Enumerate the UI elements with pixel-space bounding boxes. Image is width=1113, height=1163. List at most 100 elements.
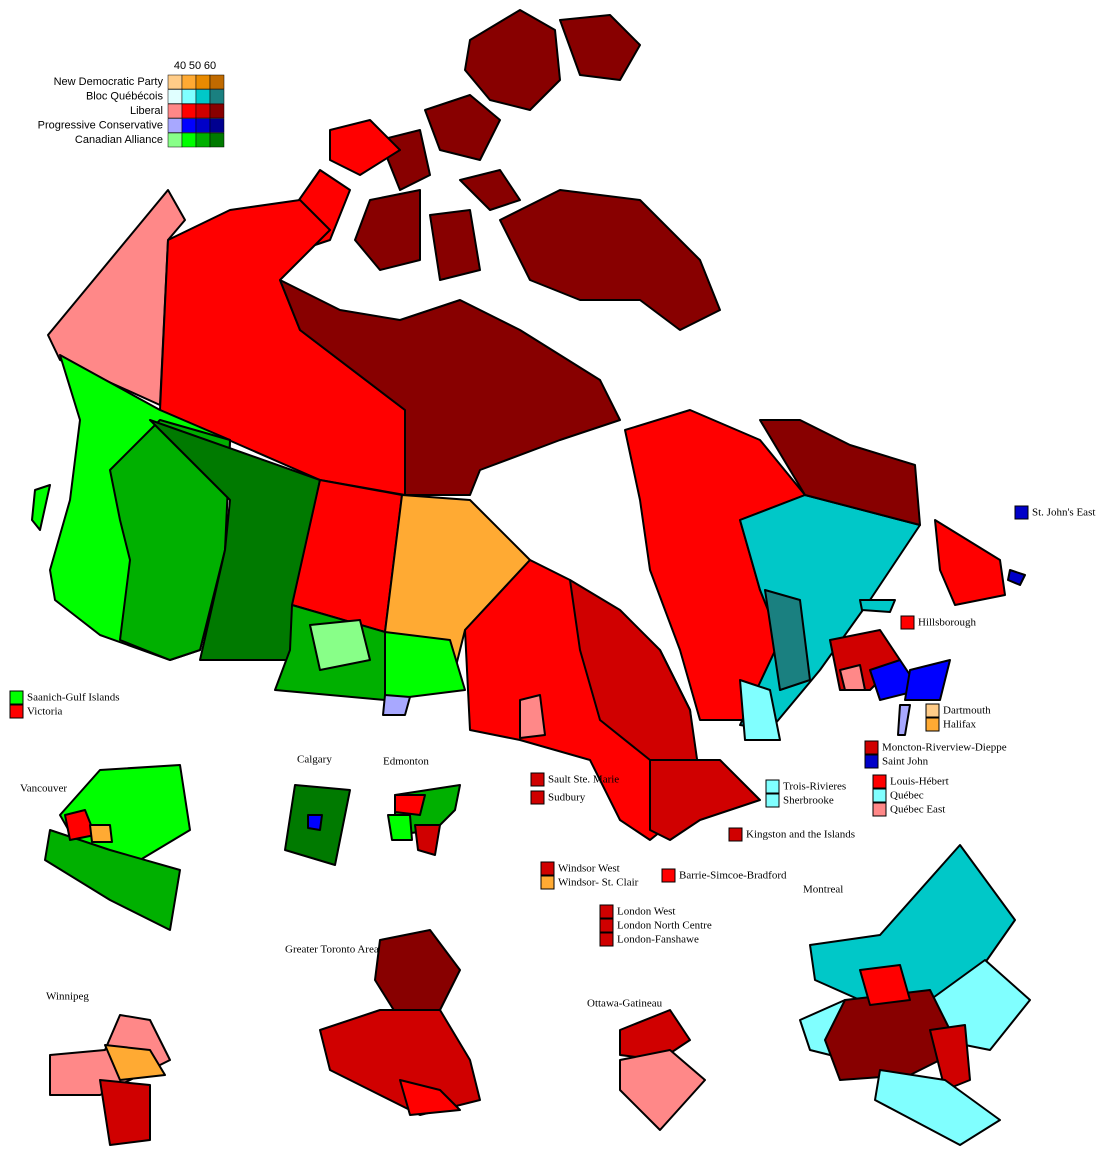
legend-swatch bbox=[209, 132, 225, 148]
regions bbox=[31, 9, 1031, 1146]
legend-threshold: 40 bbox=[174, 60, 186, 72]
region bbox=[279, 279, 621, 496]
region bbox=[929, 1024, 971, 1091]
legend-swatch bbox=[195, 132, 211, 148]
callout-label: Dartmouth bbox=[943, 705, 991, 717]
inset-title: Calgary bbox=[297, 754, 332, 766]
inset-title: Vancouver bbox=[20, 783, 67, 795]
region bbox=[764, 589, 811, 691]
callout-swatch bbox=[765, 793, 780, 808]
legend: 40 50 60 New Democratic Party Bloc Québécois… bbox=[38, 60, 225, 148]
region bbox=[619, 1049, 706, 1131]
legend-swatch bbox=[181, 74, 197, 90]
region bbox=[759, 419, 921, 526]
legend-swatch bbox=[181, 89, 197, 104]
callout-label: London North Centre bbox=[617, 920, 712, 932]
callout-swatch bbox=[872, 802, 887, 817]
callout-swatch bbox=[872, 788, 887, 803]
callout-swatch bbox=[864, 740, 879, 755]
callout-swatch bbox=[599, 918, 614, 933]
region bbox=[464, 9, 561, 111]
callout-swatch bbox=[900, 615, 915, 630]
callout-swatch bbox=[661, 868, 676, 883]
region bbox=[559, 14, 641, 81]
callout-swatch bbox=[530, 790, 545, 805]
callout-label: St. John's East bbox=[1032, 507, 1095, 519]
callout-swatch bbox=[9, 704, 24, 719]
region bbox=[859, 599, 896, 613]
callout-label: Halifax bbox=[943, 719, 976, 731]
region bbox=[99, 1079, 151, 1146]
region bbox=[399, 1079, 461, 1116]
legend-swatch bbox=[195, 103, 211, 119]
callout-label: Barrie-Simcoe-Bradford bbox=[679, 870, 787, 882]
inset-title: Ottawa-Gatineau bbox=[587, 998, 663, 1010]
callout-label: Moncton-Riverview-Dieppe bbox=[882, 742, 1007, 754]
callout-swatch bbox=[9, 690, 24, 705]
callout-swatch bbox=[599, 904, 614, 919]
region bbox=[424, 94, 501, 161]
region bbox=[109, 419, 231, 661]
legend-swatch bbox=[167, 103, 183, 119]
region bbox=[874, 1069, 1001, 1146]
callout-label: Sherbrooke bbox=[783, 795, 834, 807]
region bbox=[387, 814, 413, 841]
callout-swatch bbox=[540, 875, 555, 890]
region bbox=[319, 1009, 481, 1116]
legend-swatch bbox=[195, 89, 211, 104]
region bbox=[309, 619, 371, 671]
inset-title: Montreal bbox=[803, 884, 843, 896]
legend-swatch bbox=[181, 118, 197, 133]
inset-titles: Vancouver Calgary Edmonton Montreal Greater … bbox=[20, 754, 843, 1010]
legend-party: Liberal bbox=[130, 105, 163, 117]
legend-swatch bbox=[195, 118, 211, 133]
callout-label: Sudbury bbox=[548, 792, 586, 804]
callout-swatch bbox=[1014, 505, 1029, 520]
region bbox=[329, 119, 401, 176]
callout-swatch bbox=[728, 827, 743, 842]
inset-title: Edmonton bbox=[383, 756, 429, 768]
callout-swatch bbox=[540, 861, 555, 876]
callout-label: Saanich-Gulf Islands bbox=[27, 692, 120, 704]
legend-swatch bbox=[195, 74, 211, 90]
region bbox=[904, 659, 951, 701]
legend-party: New Democratic Party bbox=[54, 76, 164, 88]
region bbox=[859, 964, 911, 1006]
legend-swatch bbox=[167, 132, 183, 148]
region bbox=[354, 189, 421, 271]
callout-swatch bbox=[925, 703, 940, 718]
region bbox=[44, 829, 181, 931]
legend-swatch bbox=[209, 103, 225, 119]
legend-swatch bbox=[167, 89, 183, 104]
inset-title: Winnipeg bbox=[46, 991, 89, 1003]
region bbox=[104, 1044, 166, 1081]
legend-party: Progressive Conservative bbox=[38, 119, 163, 131]
callout-label: Windsor West bbox=[558, 863, 620, 875]
region bbox=[459, 169, 521, 211]
region bbox=[934, 519, 1006, 606]
callout-label: Sault Ste. Marie bbox=[548, 774, 619, 786]
region bbox=[307, 814, 323, 831]
callout-swatch bbox=[872, 774, 887, 789]
legend-party: Canadian Alliance bbox=[75, 134, 163, 146]
callout-label: Saint John bbox=[882, 756, 929, 768]
region bbox=[89, 824, 113, 843]
region bbox=[897, 704, 911, 736]
callouts: St. John's East Hillsborough Saanich-Gulf … bbox=[9, 505, 1095, 947]
region bbox=[31, 484, 51, 531]
region bbox=[382, 694, 411, 716]
region bbox=[619, 1009, 691, 1061]
legend-swatch bbox=[181, 103, 197, 119]
region bbox=[839, 664, 866, 691]
region bbox=[414, 824, 441, 856]
region bbox=[394, 794, 426, 816]
region bbox=[739, 679, 781, 741]
region bbox=[649, 759, 761, 841]
region bbox=[384, 631, 466, 701]
callout-label: Kingston and the Islands bbox=[746, 829, 855, 841]
inset-title: Greater Toronto Area bbox=[285, 944, 379, 956]
callout-label: Victoria bbox=[27, 706, 62, 718]
region bbox=[1007, 569, 1026, 586]
